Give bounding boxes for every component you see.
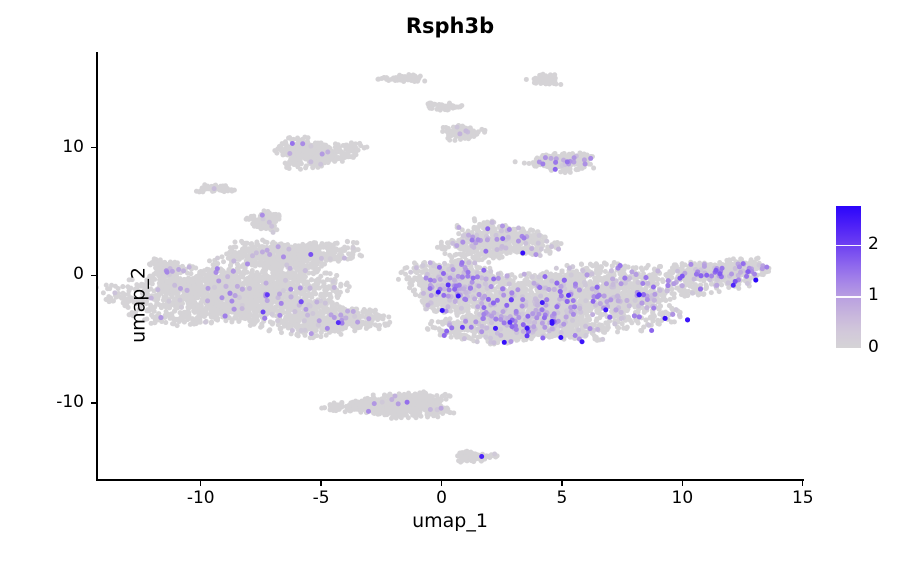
colorbar: 0 1 2 [836,206,911,357]
colorbar-tick-mark [836,296,861,298]
colorbar-tick-label: 0 [868,337,879,357]
colorbar-tick-mark [836,244,861,247]
x-tick-mark [200,481,202,486]
x-tick-label: 10 [671,488,694,508]
x-tick-label: 5 [556,488,568,508]
y-tick-mark [91,274,96,277]
x-tick-label: 15 [791,488,814,508]
axis-spine-left [96,52,98,481]
page-title: Rsph3b [405,14,495,38]
x-tick-label: -10 [186,488,215,508]
colorbar-tick-label: 2 [868,233,879,254]
x-tick-label: 0 [436,488,447,508]
y-tick-mark [91,147,96,149]
x-tick-mark [440,481,443,486]
y-tick-label: 0 [73,264,84,285]
plot-axes: -10 -5 0 5 10 15 10 0 -10 umap_2 [56,52,814,508]
x-axis-label: umap_1 [412,510,488,532]
scatter-canvas [98,52,804,479]
x-tick-mark [561,481,563,486]
y-tick-label: -10 [56,392,84,413]
x-tick-mark [320,481,322,486]
colorbar-gradient [836,206,861,348]
y-tick-label: 10 [62,136,84,157]
colorbar-tick-label: 1 [868,285,879,306]
axis-spine-bottom [96,479,804,481]
x-tick-mark [802,481,804,486]
y-axis-label: umap_2 [127,267,150,343]
x-tick-label: -5 [312,488,330,508]
y-tick-mark [91,402,96,404]
x-tick-mark [681,481,684,486]
